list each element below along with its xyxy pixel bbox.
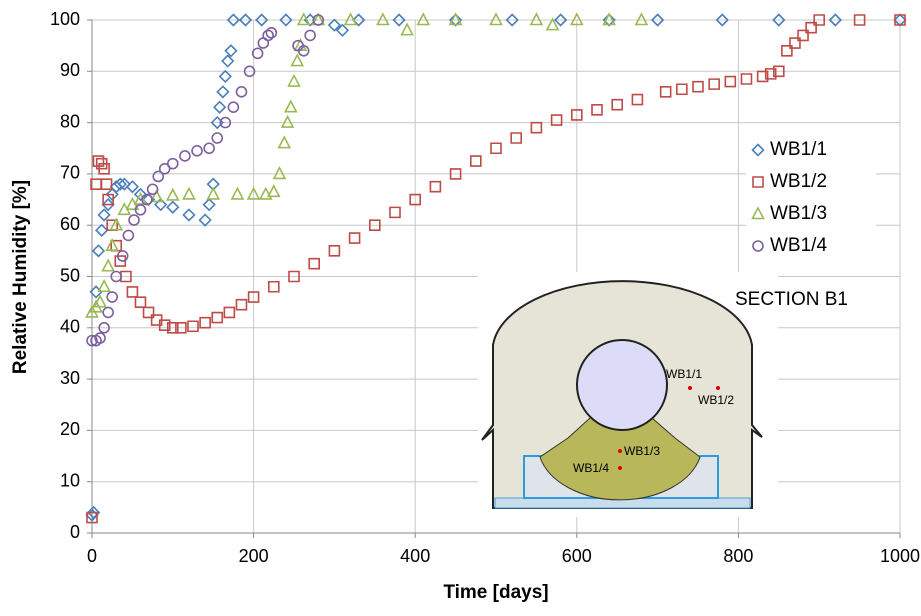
inset-label: WB1/2	[698, 393, 734, 407]
x-axis-title: Time [days]	[443, 582, 548, 603]
inset-label: WB1/1	[666, 367, 702, 381]
y-tick-label: 60	[60, 214, 80, 234]
x-tick-label: 400	[400, 546, 430, 566]
x-tick-label: 800	[723, 546, 753, 566]
x-tick-label: 1000	[880, 546, 920, 566]
sensor-dot	[618, 449, 622, 453]
legend-label: WB1/1	[770, 139, 827, 160]
legend: WB1/1 WB1/2 WB1/3 WB1/4	[746, 128, 876, 268]
sensor-dot	[716, 386, 720, 390]
y-tick-label: 20	[60, 419, 80, 439]
y-tick-label: 50	[60, 265, 80, 285]
x-tick-label: 600	[562, 546, 592, 566]
y-axis-title: Relative Humidity [%]	[10, 180, 31, 374]
legend-label: WB1/3	[770, 203, 827, 224]
chart: 010203040506070809010002004006008001000 …	[0, 0, 921, 611]
page: 010203040506070809010002004006008001000 …	[0, 0, 921, 616]
sensor-dot	[688, 386, 692, 390]
y-tick-label: 90	[60, 60, 80, 80]
inset-label: WB1/3	[624, 444, 660, 458]
y-tick-label: 10	[60, 470, 80, 490]
y-tick-label: 70	[60, 163, 80, 183]
inset-title: SECTION B1	[735, 289, 848, 310]
x-tick-label: 200	[239, 546, 269, 566]
legend-label: WB1/4	[770, 235, 827, 256]
canister	[577, 340, 667, 430]
y-tick-label: 30	[60, 368, 80, 388]
y-tick-label: 100	[50, 9, 80, 29]
y-tick-label: 40	[60, 317, 80, 337]
legend-label: WB1/2	[770, 171, 827, 192]
sensor-dot	[618, 466, 622, 470]
inset-label: WB1/4	[573, 461, 609, 475]
y-tick-label: 80	[60, 111, 80, 131]
x-tick-label: 0	[87, 546, 97, 566]
y-tick-label: 0	[70, 522, 80, 542]
